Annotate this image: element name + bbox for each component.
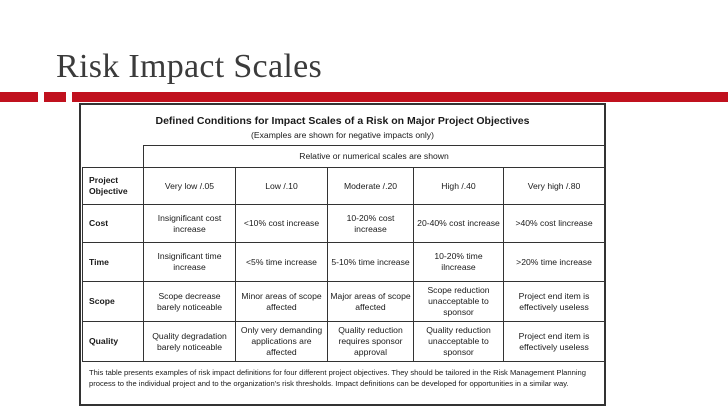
- table-row-time: Time Insignificant time increase <5% tim…: [82, 242, 606, 282]
- table-title: Defined Conditions for Impact Scales of …: [155, 115, 530, 127]
- slide-title: Risk Impact Scales: [56, 48, 323, 85]
- impact-cell: Quality reduction unacceptable to sponso…: [413, 321, 504, 362]
- objective-header: Project Objective: [82, 167, 144, 205]
- accent-bar-middle: [44, 92, 66, 102]
- level-header: Very low /.05: [143, 167, 236, 205]
- impact-scale-table-figure: Defined Conditions for Impact Scales of …: [79, 103, 606, 406]
- impact-cell: Insignificant cost increase: [143, 204, 236, 243]
- table-row-scope: Scope Scope decrease barely noticeable M…: [82, 281, 606, 322]
- level-header: Moderate /.20: [327, 167, 414, 205]
- level-header: Low /.10: [235, 167, 328, 205]
- scale-note-row: Relative or numerical scales are shown: [82, 145, 606, 168]
- impact-cell: >20% time increase: [502, 242, 606, 282]
- impact-cell: 10-20% cost increase: [327, 204, 414, 243]
- table-footnote: This table presents examples of risk imp…: [89, 368, 586, 388]
- impact-cell: 5-10% time increase: [327, 242, 414, 282]
- impact-cell: >40% cost lincrease: [502, 204, 606, 243]
- table-subtitle: (Examples are shown for negative impacts…: [251, 130, 434, 140]
- impact-cell: 20-40% cost increase: [413, 204, 504, 243]
- objective-label: Scope: [82, 281, 144, 322]
- header-row: Project Objective Very low /.05 Low /.10…: [82, 167, 606, 205]
- impact-cell: Quality reduction requires sponsor appro…: [327, 321, 414, 362]
- impact-cell: Project end item is effectively useless: [502, 281, 606, 322]
- impact-cell: Only very demanding applications are aff…: [235, 321, 328, 362]
- objective-label: Quality: [82, 321, 144, 362]
- accent-bar-main: [72, 92, 728, 102]
- impact-cell: Scope reduction unacceptable to sponsor: [413, 281, 504, 322]
- blank-corner-cell: [82, 145, 144, 168]
- table-row-quality: Quality Quality degradation barely notic…: [82, 321, 606, 362]
- table-row-cost: Cost Insignificant cost increase <10% co…: [82, 204, 606, 243]
- impact-cell: Scope decrease barely noticeable: [143, 281, 236, 322]
- objective-label: Cost: [82, 204, 144, 243]
- impact-cell: <5% time increase: [235, 242, 328, 282]
- impact-cell: Minor areas of scope affected: [235, 281, 328, 322]
- impact-cell: Major areas of scope affected: [327, 281, 414, 322]
- objective-label: Time: [82, 242, 144, 282]
- impact-cell: Project end item is effectively useless: [502, 321, 606, 362]
- impact-cell: <10% cost increase: [235, 204, 328, 243]
- impact-cell: Quality degradation barely noticeable: [143, 321, 236, 362]
- level-header: High /.40: [413, 167, 504, 205]
- accent-bar-left: [0, 92, 38, 102]
- level-header: Very high /.80: [502, 167, 606, 205]
- scale-note: Relative or numerical scales are shown: [142, 145, 606, 168]
- impact-cell: 10-20% time ilncrease: [413, 242, 504, 282]
- impact-cell: Insignificant time increase: [143, 242, 236, 282]
- impact-scale-table: Relative or numerical scales are shown P…: [82, 145, 606, 362]
